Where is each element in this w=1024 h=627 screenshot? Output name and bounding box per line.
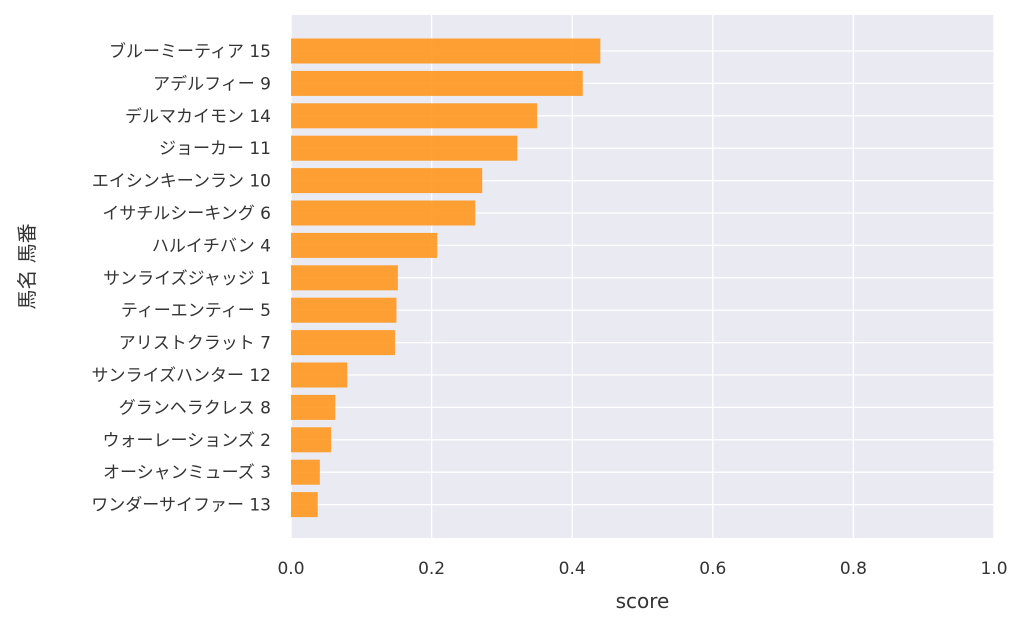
bar [291, 135, 518, 161]
y-tick-label: サンライズジャッジ 1 [103, 269, 271, 289]
x-tick-label: 0.0 [277, 559, 304, 579]
bar [291, 200, 476, 226]
y-tick-label: ワンダーサイファー 13 [91, 496, 271, 516]
bar [291, 70, 583, 96]
y-tick-label: ウォーレーションズ 2 [102, 431, 271, 451]
y-tick-label: サンライズハンター 12 [91, 366, 271, 386]
bar [291, 265, 398, 291]
bar [291, 362, 348, 388]
y-tick-label: イサチルシーキング 6 [102, 204, 271, 224]
bar [291, 297, 397, 323]
bar [291, 394, 336, 420]
bar [291, 232, 438, 258]
y-tick-label: エイシンキーンラン 10 [92, 172, 271, 192]
y-tick-label: デルマカイモン 14 [125, 106, 271, 127]
x-tick-label: 0.2 [418, 559, 445, 579]
bar [291, 38, 601, 64]
y-tick-label: アリストクラット 7 [119, 334, 271, 354]
y-axis-title: 馬名 馬番 [15, 223, 39, 309]
bar [291, 492, 318, 518]
x-axis-title: score [616, 589, 670, 613]
y-tick-label: ティーエンティー 5 [121, 301, 271, 321]
y-tick-label: ブルーミーティア 15 [109, 41, 271, 62]
x-tick-label: 0.8 [840, 559, 867, 579]
y-tick-label: ジョーカー 11 [159, 139, 271, 159]
y-tick-label: アデルフィー 9 [153, 73, 271, 94]
plot-background [291, 15, 994, 538]
y-tick-label: オーシャンミューズ 3 [103, 463, 271, 483]
bar [291, 459, 320, 485]
bar [291, 168, 483, 194]
x-tick-labels: 0.0 0.2 0.4 0.6 0.8 1.0 [277, 559, 1007, 579]
y-tick-label: グランヘラクレス 8 [119, 398, 271, 418]
x-tick-label: 0.6 [699, 559, 726, 579]
x-tick-label: 0.4 [559, 559, 586, 579]
bar [291, 427, 332, 453]
bars [291, 38, 601, 518]
x-tick-label: 1.0 [980, 559, 1007, 579]
bar [291, 330, 396, 356]
y-tick-labels: ブルーミーティア 15 アデルフィー 9 デルマカイモン 14 ジョーカー 11 エイシ… [91, 41, 271, 516]
bar [291, 103, 538, 129]
y-tick-label: ハルイチバン 4 [152, 236, 271, 256]
